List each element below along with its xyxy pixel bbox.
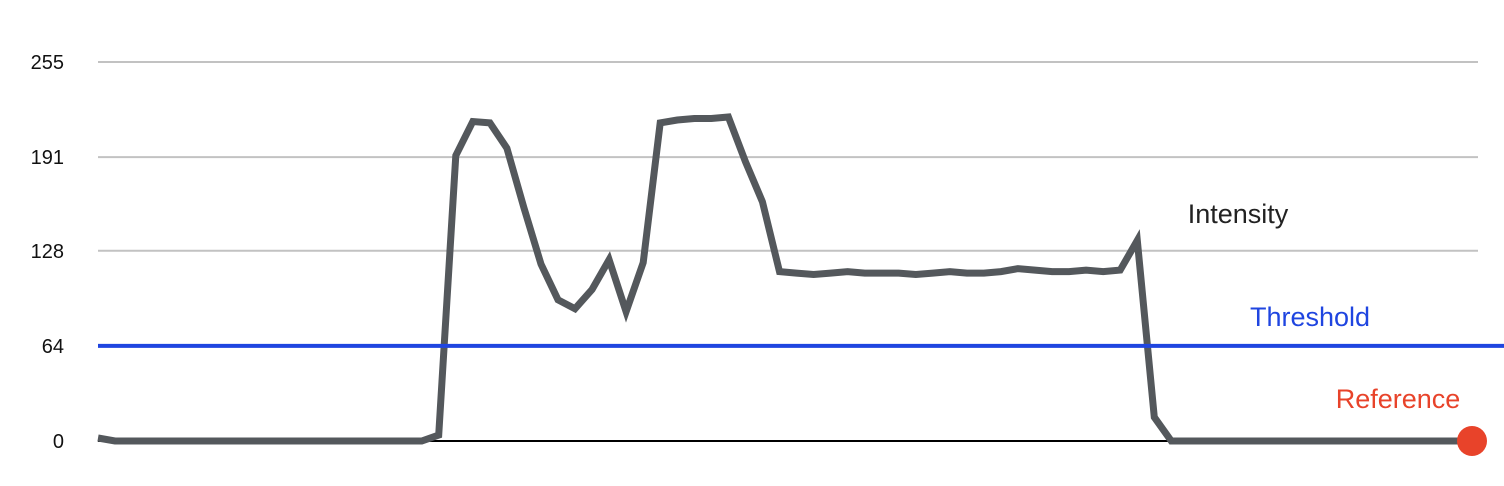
y-tick-label: 64 xyxy=(42,336,64,358)
series-layer xyxy=(97,113,1504,456)
y-tick-label: 255 xyxy=(31,52,64,74)
intensity-label: Intensity xyxy=(1188,199,1289,229)
y-tick-label: 0 xyxy=(53,431,64,453)
grid xyxy=(98,61,1478,442)
y-tick-label: 191 xyxy=(31,147,64,169)
reference-point xyxy=(1457,426,1487,456)
intensity-series-line xyxy=(97,113,1478,445)
reference-label: Reference xyxy=(1336,384,1461,414)
y-axis-ticks: 255 191 128 64 0 xyxy=(31,52,64,453)
threshold-label: Threshold xyxy=(1250,302,1370,332)
y-tick-label: 128 xyxy=(31,241,64,263)
